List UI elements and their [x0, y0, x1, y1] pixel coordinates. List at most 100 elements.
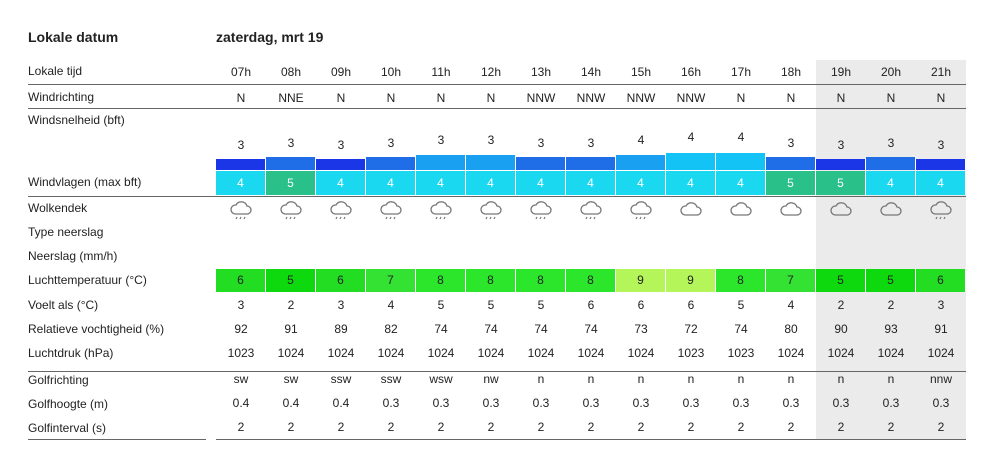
wind-direction-cell: NNW	[576, 91, 606, 105]
wind-speed-value: 3	[887, 136, 895, 150]
temperature-cell: 6	[216, 269, 266, 292]
gust-cell: 4	[366, 171, 416, 195]
feels-like-cell: 3	[237, 298, 245, 312]
hour-cell: 09h	[330, 65, 352, 79]
feels-like-cell: 5	[737, 298, 745, 312]
wave-height-cell: 0.3	[832, 396, 850, 410]
wind-direction-cell: N	[436, 91, 446, 105]
pressure-cell: 1023	[727, 346, 755, 360]
wind-speed-bar	[316, 159, 366, 170]
temperature-cell: 7	[366, 269, 416, 292]
wave-direction-cell: n	[737, 372, 745, 386]
wave-height-cell: 0.3	[482, 396, 500, 410]
partly-cloudy-icon	[366, 198, 416, 220]
wave-direction-cell: ssw	[330, 372, 352, 386]
wind-speed-bar	[416, 155, 466, 170]
wave-direction-cell: sw	[233, 372, 249, 386]
pressure-cell: 1023	[227, 346, 255, 360]
wind-speed-bar	[866, 157, 916, 170]
gust-cell: 5	[266, 171, 316, 195]
label-precipitation: Neerslag (mm/h)	[28, 249, 118, 263]
hour-cell: 12h	[480, 65, 502, 79]
wave-direction-cell: n	[837, 372, 845, 386]
hour-cell: 13h	[530, 65, 552, 79]
humidity-cell: 74	[434, 322, 448, 336]
wind-speed-value: 3	[837, 138, 845, 152]
temperature-cell: 8	[416, 269, 466, 292]
pressure-cell: 1024	[877, 346, 905, 360]
wind-speed-value: 4	[637, 133, 645, 147]
wind-speed-value: 3	[787, 136, 795, 150]
wave-interval-cell: 2	[387, 420, 395, 434]
label-air-temperature: Luchttemperatuur (°C)	[28, 273, 147, 287]
wave-interval-cell: 2	[837, 420, 845, 434]
feels-like-cell: 5	[437, 298, 445, 312]
night-column	[916, 60, 966, 440]
partly-cloudy-icon	[316, 198, 366, 220]
label-wind-gusts: Windvlagen (max bft)	[28, 175, 142, 189]
local-date-value: zaterdag, mrt 19	[216, 29, 324, 45]
hour-cell: 16h	[680, 65, 702, 79]
partly-cloudy-icon	[516, 198, 566, 220]
wind-speed-bar	[616, 155, 666, 170]
feels-like-cell: 2	[287, 298, 295, 312]
humidity-cell: 72	[684, 322, 698, 336]
divider-line	[216, 439, 966, 440]
feels-like-cell: 2	[837, 298, 845, 312]
divider-line	[28, 371, 966, 372]
temperature-cell: 6	[916, 269, 966, 292]
humidity-cell: 74	[484, 322, 498, 336]
hour-cell: 18h	[780, 65, 802, 79]
temperature-cell: 5	[816, 269, 866, 292]
wave-interval-cell: 2	[487, 420, 495, 434]
humidity-cell: 74	[734, 322, 748, 336]
feels-like-cell: 4	[387, 298, 395, 312]
divider-line	[28, 439, 206, 440]
wind-speed-value: 3	[337, 138, 345, 152]
partly-cloudy-icon	[616, 198, 666, 220]
wave-direction-cell: n	[687, 372, 695, 386]
gust-cell: 4	[666, 171, 716, 195]
pressure-cell: 1024	[777, 346, 805, 360]
pressure-cell: 1024	[577, 346, 605, 360]
wind-direction-cell: N	[386, 91, 396, 105]
wave-height-cell: 0.3	[432, 396, 450, 410]
wind-speed-bar	[366, 157, 416, 170]
partly-cloudy-icon	[916, 198, 966, 220]
label-wind-direction: Windrichting	[28, 90, 95, 104]
feels-like-cell: 3	[337, 298, 345, 312]
hour-cell: 19h	[830, 65, 852, 79]
pressure-cell: 1024	[627, 346, 655, 360]
temperature-cell: 8	[516, 269, 566, 292]
gust-cell: 4	[316, 171, 366, 195]
cloud-icon	[866, 198, 916, 220]
hour-cell: 15h	[630, 65, 652, 79]
temperature-cell: 8	[466, 269, 516, 292]
wave-height-cell: 0.3	[882, 396, 900, 410]
humidity-cell: 92	[234, 322, 248, 336]
hour-cell: 14h	[580, 65, 602, 79]
feels-like-cell: 5	[487, 298, 495, 312]
wave-interval-cell: 2	[587, 420, 595, 434]
wave-direction-cell: nw	[483, 372, 499, 386]
gust-cell: 5	[766, 171, 816, 195]
wind-speed-bar	[566, 157, 616, 170]
gust-cell: 4	[866, 171, 916, 195]
wave-direction-cell: sw	[283, 372, 299, 386]
wind-direction-cell: NNW	[626, 91, 656, 105]
label-wave-direction: Golfrichting	[28, 373, 89, 387]
local-date-label: Lokale datum	[28, 29, 119, 45]
wave-interval-cell: 2	[437, 420, 445, 434]
feels-like-cell: 2	[887, 298, 895, 312]
gust-cell: 4	[616, 171, 666, 195]
temperature-cell: 9	[616, 269, 666, 292]
humidity-cell: 74	[584, 322, 598, 336]
pressure-cell: 1024	[327, 346, 355, 360]
wave-interval-cell: 2	[737, 420, 745, 434]
pressure-cell: 1024	[377, 346, 405, 360]
wave-direction-cell: wsw	[429, 372, 453, 386]
wind-speed-value: 3	[937, 138, 945, 152]
label-humidity: Relatieve vochtigheid (%)	[28, 322, 165, 336]
partly-cloudy-icon	[566, 198, 616, 220]
temperature-cell: 7	[766, 269, 816, 292]
